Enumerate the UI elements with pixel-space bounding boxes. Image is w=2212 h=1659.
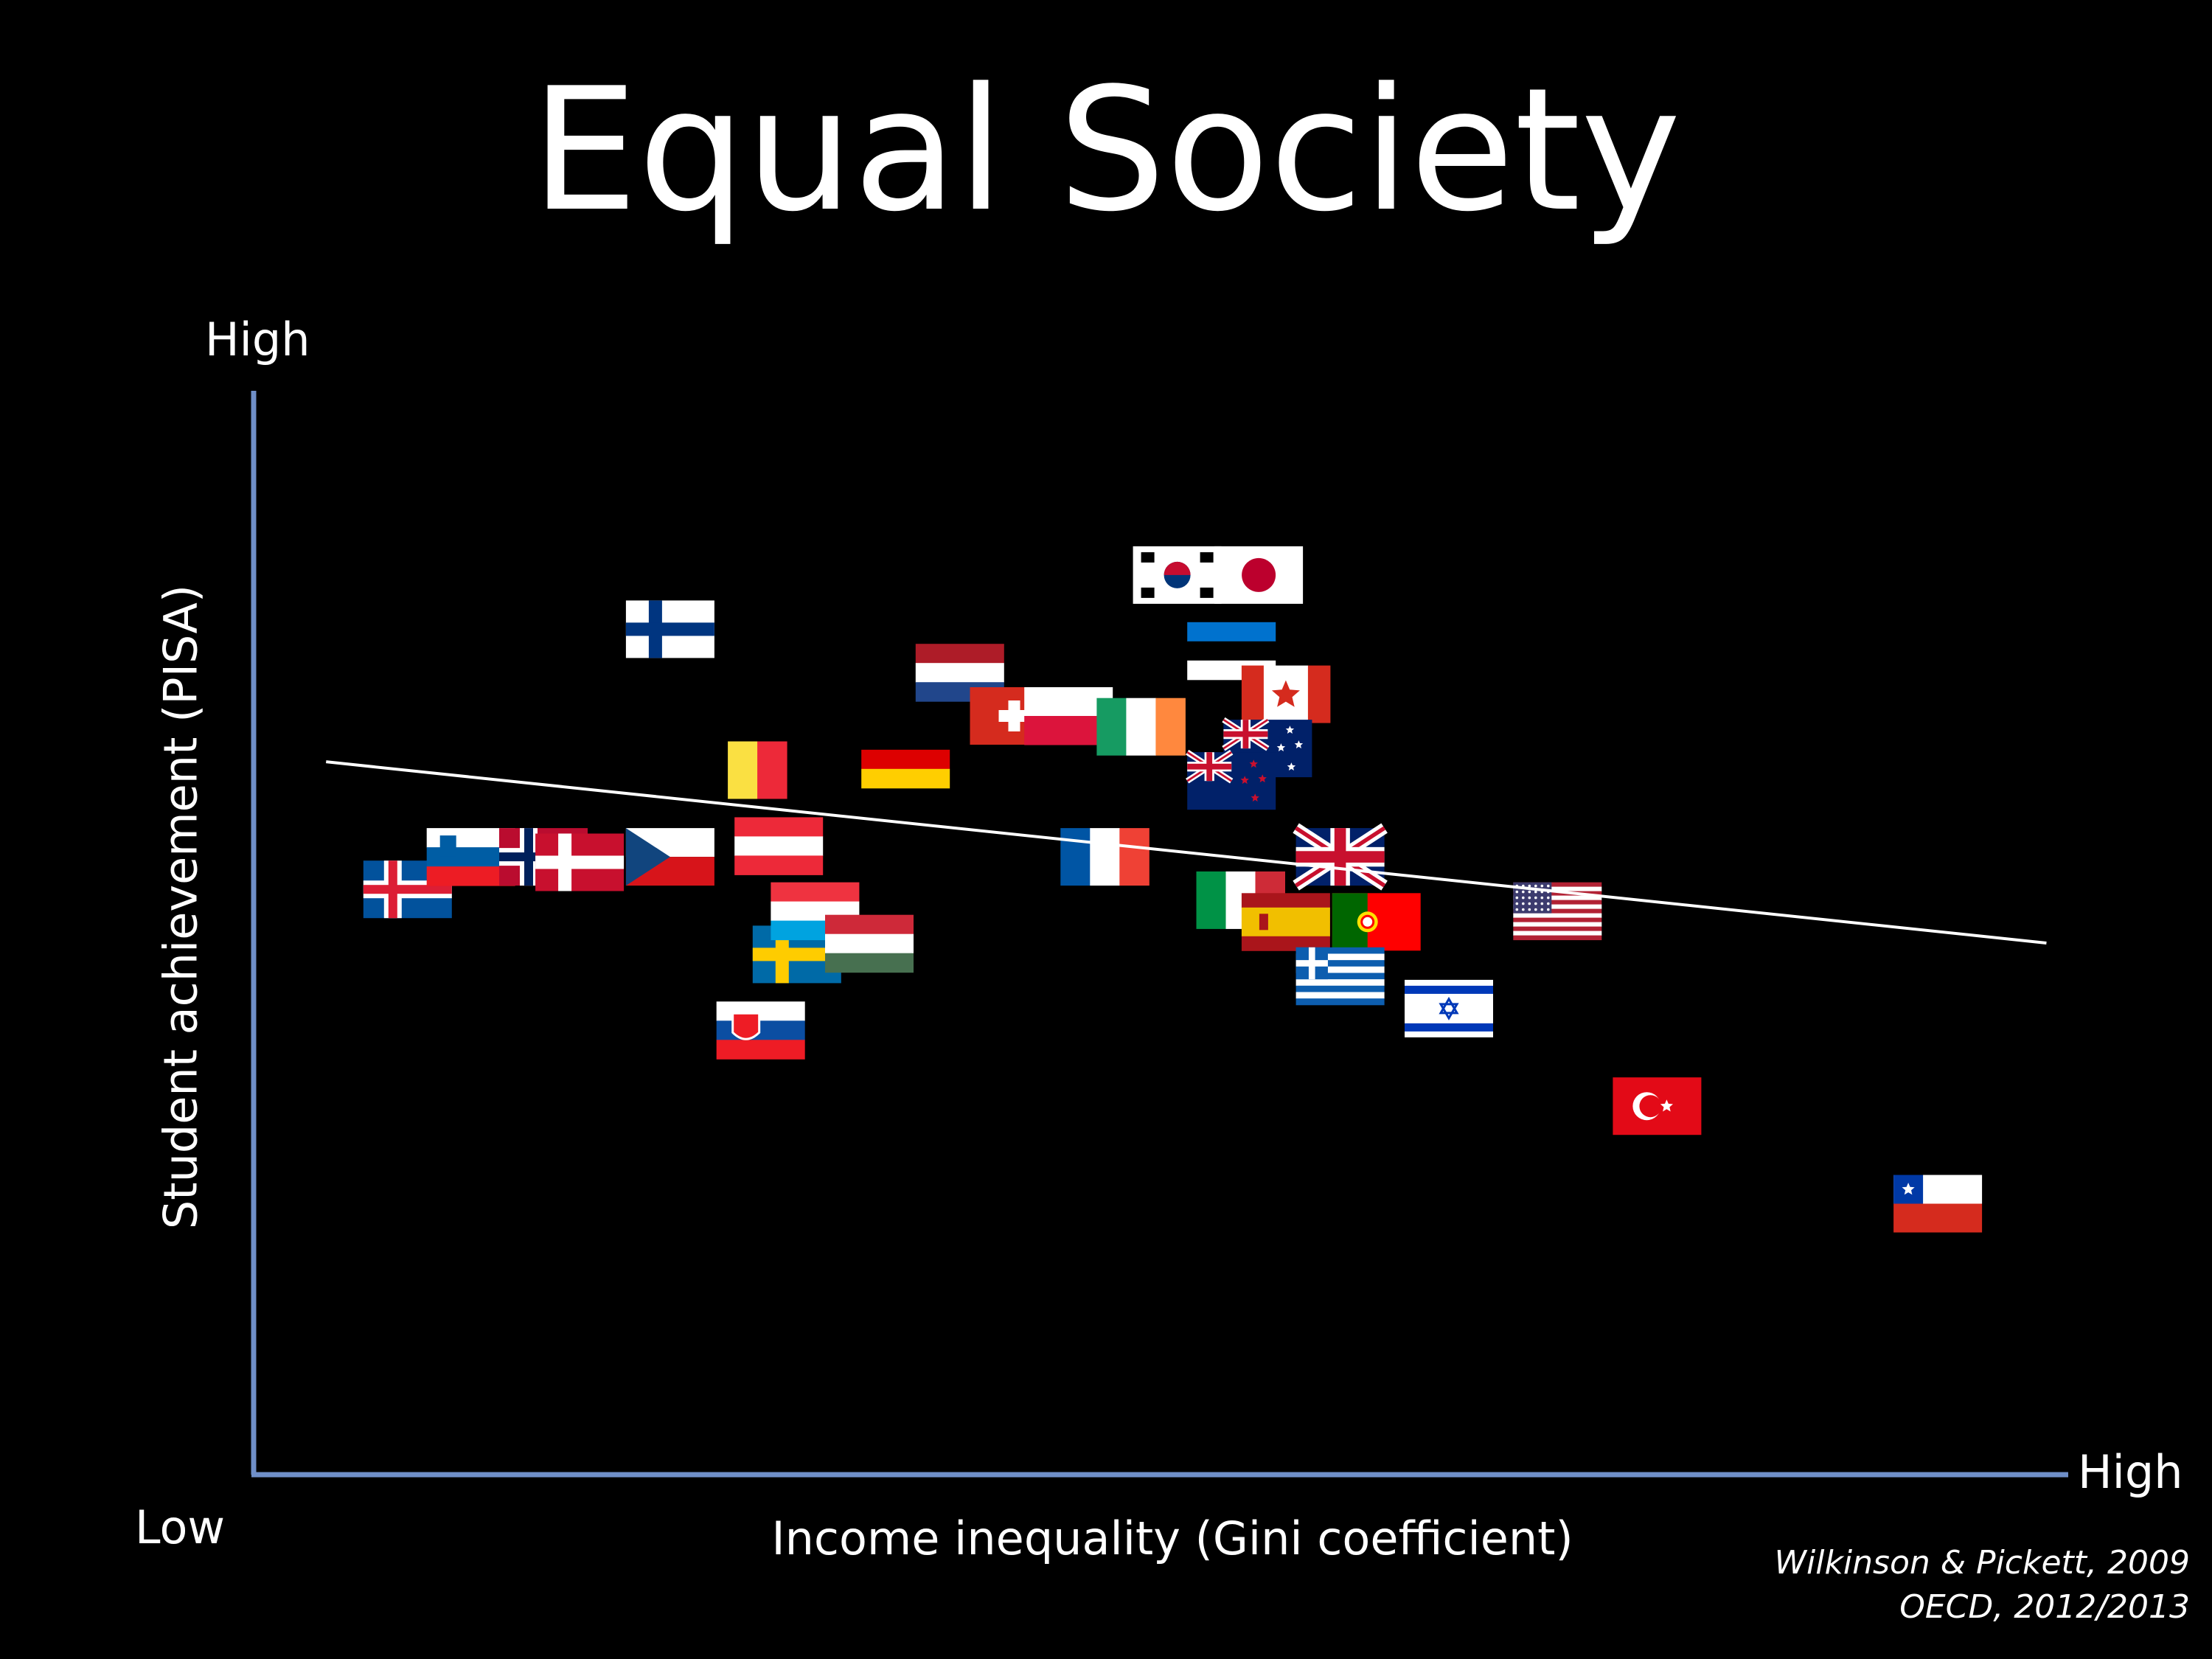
- source-line-1: Wilkinson & Pickett, 2009: [1774, 1544, 2190, 1582]
- flag-denmark: Denmark: [535, 833, 625, 891]
- flag-greece: Greece: [1295, 947, 1385, 1006]
- flag-ireland: Ireland: [1096, 698, 1186, 756]
- flag-portugal: Portugal: [1332, 893, 1421, 951]
- flag-netherlands: Netherlands: [915, 644, 1004, 702]
- flag-austria: Austria: [734, 817, 824, 875]
- flag-finland: Finland: [625, 600, 714, 658]
- y-axis-high-label: High: [205, 313, 310, 366]
- flag-slovakia: Slovakia: [716, 1001, 805, 1060]
- page-title: Equal Society: [531, 52, 1681, 249]
- source-line-2: OECD, 2012/2013: [1899, 1588, 2190, 1626]
- flag-estonia: Estonia: [1187, 622, 1276, 681]
- flag-korea: Korea: [1133, 546, 1222, 604]
- flag-uk: United Kingdom: [1293, 823, 1388, 891]
- flag-czech: Czech Republic: [625, 828, 714, 886]
- flag-canada: Canada: [1241, 665, 1331, 723]
- flag-france: France: [1060, 828, 1150, 886]
- flag-belgium: Belgium: [698, 741, 787, 799]
- flag-turkey: Turkey: [1613, 1077, 1702, 1135]
- flag-germany: Germany: [861, 730, 950, 789]
- x-axis-title: Income inequality (Gini coefficient): [771, 1512, 1573, 1565]
- trend-line: [326, 760, 2047, 945]
- flag-australia: Australia: [1222, 717, 1312, 778]
- flag-spain: Spain: [1241, 893, 1330, 951]
- country-flags: IcelandSloveniaNorwayDenmarkCzech Republ…: [363, 546, 1983, 1233]
- axis-low-label: Low: [135, 1500, 226, 1554]
- x-axis-high-label: High: [2078, 1445, 2183, 1499]
- source-citation: Wilkinson & Pickett, 2009 OECD, 2012/201…: [1774, 1541, 2190, 1630]
- flag-japan: Japan: [1214, 546, 1304, 604]
- flag-chile: Chile: [1893, 1175, 1983, 1233]
- flag-israel: Israel: [1405, 979, 1493, 1037]
- flag-hungary: Hungary: [825, 914, 914, 973]
- flag-usa: United States: [1513, 882, 1602, 941]
- flag-newzealand: New Zealand: [1186, 749, 1276, 810]
